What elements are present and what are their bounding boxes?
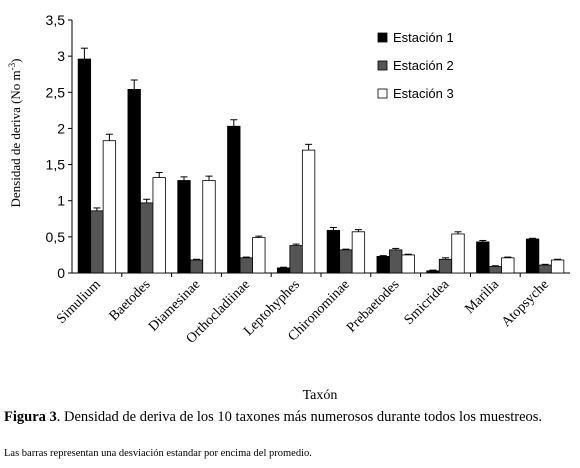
- bar-estación-2: [438, 258, 453, 274]
- legend-swatch: [377, 32, 388, 43]
- y-tick-label: 3: [57, 48, 65, 64]
- figure-caption: Figura 3. Densidad de deriva de los 10 t…: [4, 409, 576, 426]
- bar-estación-2: [239, 257, 253, 274]
- bar-estación-2: [140, 202, 154, 274]
- y-tick-label: 3,5: [46, 12, 66, 28]
- bar-estación-2: [90, 210, 104, 274]
- x-axis-label: Taxón: [303, 388, 338, 403]
- bar-estación-1: [127, 88, 141, 274]
- bar-estación-2: [339, 249, 353, 274]
- x-tick-label: Simulium: [54, 277, 104, 327]
- x-tick-label: Marilia: [462, 277, 502, 317]
- legend-label: Estación 2: [393, 58, 454, 73]
- bar-estación-3: [152, 177, 166, 274]
- bar-estación-2: [289, 245, 303, 274]
- bar-chart: 0 0,5 1 1,5 2 2,5 3 3,5 Simulium BaetodesDiamesi…: [7, 12, 570, 403]
- bar-estación-1: [476, 241, 490, 274]
- chart-legend: Estación 1 Estación 2 Estación 3: [377, 30, 454, 101]
- bar-estación-2: [389, 249, 403, 274]
- bar-estación-3: [351, 231, 366, 274]
- bar-estación-3: [550, 259, 565, 274]
- figure-label: Figura 3: [4, 409, 57, 425]
- bar-estación-3: [252, 237, 266, 274]
- bar-estación-1: [177, 180, 191, 274]
- bar-estación-2: [189, 259, 204, 274]
- bar-estación-1: [376, 255, 390, 274]
- bar-estación-3: [102, 140, 117, 274]
- y-axis-label: Densidad de deriva (No m-3): [7, 58, 23, 207]
- x-tick-label: Prebaetodes: [344, 277, 402, 335]
- bar-estación-2: [488, 266, 502, 274]
- figure-note: Las barras representan una desviación es…: [4, 448, 312, 459]
- legend-swatch: [377, 88, 388, 99]
- legend-label: Estación 3: [393, 86, 454, 101]
- bar-estación-3: [401, 254, 415, 274]
- bar-estación-2: [538, 264, 552, 274]
- y-tick-label: 1,5: [46, 157, 66, 173]
- x-tick-label: Baetodes: [107, 277, 154, 324]
- y-tick-label: 0: [57, 265, 65, 281]
- bar-estación-1: [276, 267, 291, 274]
- bar-estación-3: [451, 233, 465, 274]
- y-tick-label: 0,5: [46, 229, 66, 245]
- bar-estación-3: [202, 180, 216, 274]
- bar-estación-1: [77, 58, 92, 274]
- y-tick-label: 2,5: [46, 84, 66, 100]
- x-tick-label: Atopsyche: [499, 277, 552, 330]
- bar-estación-1: [525, 238, 540, 274]
- figure-caption-text: . Densidad de deriva de los 10 taxones m…: [56, 409, 543, 425]
- bar-estación-3: [501, 257, 515, 274]
- bar-estación-1: [426, 270, 440, 274]
- bar-estación-3: [301, 149, 316, 274]
- x-tick-label: Smicridea: [402, 277, 453, 328]
- legend-label: Estación 1: [393, 30, 454, 45]
- bar-estación-1: [326, 229, 341, 274]
- x-tick-labels: Simulium BaetodesDiamesinaeOrthocladiinae…: [54, 277, 552, 347]
- bar-estación-1: [227, 125, 241, 274]
- y-tick-label: 1: [57, 193, 65, 209]
- y-tick-label: 2: [57, 120, 65, 136]
- chart-bars: [77, 47, 565, 274]
- legend-swatch: [377, 60, 388, 71]
